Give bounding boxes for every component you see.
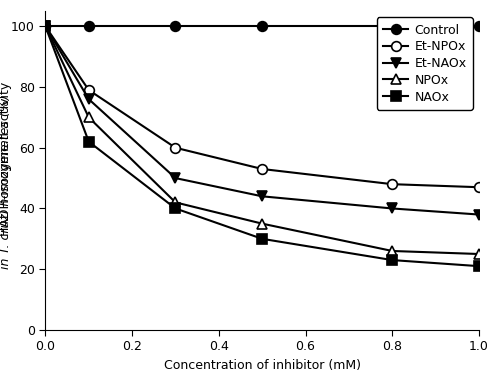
Et-NAOx [389, 206, 395, 211]
NAOx [389, 258, 395, 262]
NPOx [86, 115, 92, 119]
Et-NAOx [172, 176, 178, 180]
NPOx [476, 252, 482, 256]
Control [259, 24, 265, 29]
Et-NAOx [259, 194, 265, 199]
Control [86, 24, 92, 29]
Et-NAOx [476, 212, 482, 217]
Text: in T. cruzi homogenates (%): in T. cruzi homogenates (%) [0, 95, 12, 269]
Control [476, 24, 482, 29]
Line: NPOx: NPOx [40, 21, 484, 259]
Et-NPOx [172, 146, 178, 150]
NAOx [172, 206, 178, 211]
NPOx [172, 200, 178, 205]
Text: HADH-isozyme II activity: HADH-isozyme II activity [0, 82, 12, 236]
Et-NPOx [42, 24, 48, 29]
X-axis label: Concentration of inhibitor (mM): Concentration of inhibitor (mM) [164, 359, 360, 372]
NAOx [86, 139, 92, 144]
Et-NPOx [389, 182, 395, 187]
Control [42, 24, 48, 29]
Legend: Control, Et-NPOx, Et-NAOx, NPOx, NAOx: Control, Et-NPOx, Et-NAOx, NPOx, NAOx [377, 17, 472, 110]
Line: Control: Control [40, 21, 484, 31]
Et-NPOx [476, 185, 482, 190]
NAOx [42, 24, 48, 29]
Line: Et-NAOx: Et-NAOx [40, 21, 484, 219]
NPOx [259, 221, 265, 226]
NPOx [42, 24, 48, 29]
NAOx [259, 237, 265, 241]
Line: NAOx: NAOx [40, 21, 484, 271]
Line: Et-NPOx: Et-NPOx [40, 21, 484, 192]
Et-NAOx [42, 24, 48, 29]
Control [172, 24, 178, 29]
Control [389, 24, 395, 29]
Et-NPOx [259, 167, 265, 171]
Et-NAOx [86, 97, 92, 101]
Et-NPOx [86, 88, 92, 92]
NAOx [476, 264, 482, 268]
NPOx [389, 249, 395, 253]
